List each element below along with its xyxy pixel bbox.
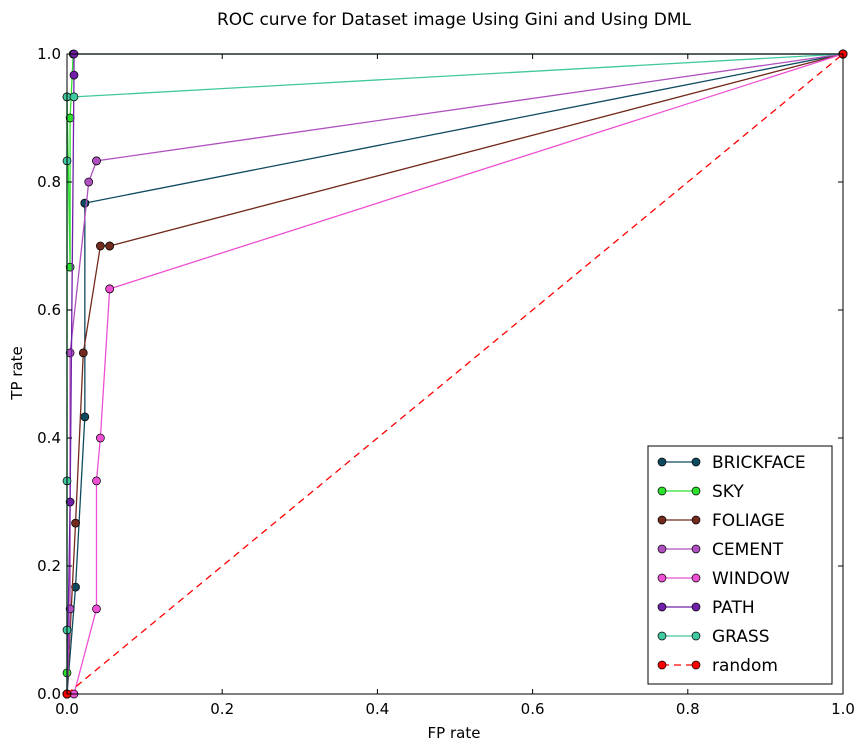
legend-label: SKY xyxy=(712,482,744,502)
legend-item-foliage: FOLIAGE xyxy=(657,511,785,531)
data-point xyxy=(80,198,90,208)
legend-item-sky: SKY xyxy=(657,482,744,502)
legend-label: BRICKFACE xyxy=(712,453,806,473)
x-axis-label: FP rate xyxy=(428,724,481,742)
legend-marker xyxy=(657,660,667,670)
data-point xyxy=(96,241,105,251)
legend-marker xyxy=(657,631,667,641)
legend-marker xyxy=(657,457,667,467)
y-tick-label: 0.2 xyxy=(37,557,61,575)
y-tick-label: 0.4 xyxy=(37,429,61,447)
legend-marker xyxy=(691,486,701,496)
y-axis-label: TP rate xyxy=(8,346,26,400)
legend-marker xyxy=(691,573,701,583)
legend-marker xyxy=(691,544,701,554)
data-point xyxy=(92,604,101,614)
x-tick-label: 0.8 xyxy=(676,700,700,718)
legend-marker xyxy=(691,602,701,612)
legend-label: PATH xyxy=(712,598,755,618)
data-point xyxy=(71,518,80,528)
y-tick-label: 1.0 xyxy=(37,45,61,63)
legend-marker xyxy=(657,573,667,583)
data-point xyxy=(65,497,75,507)
data-point xyxy=(105,284,115,294)
legend: BRICKFACE SKY FOLIAGE CEMENT WINDOW PATH GRASS… xyxy=(647,445,833,685)
legend-item-cement: CEMENT xyxy=(657,540,784,560)
series-line-foliage xyxy=(66,53,844,695)
data-point xyxy=(96,433,105,443)
legend-item-grass: GRASS xyxy=(657,627,770,647)
legend-marker xyxy=(691,660,701,670)
chart-title: ROC curve for Dataset image Using Gini a… xyxy=(217,10,692,30)
data-point xyxy=(80,412,90,422)
legend-marker xyxy=(657,544,667,554)
legend-item-window: WINDOW xyxy=(657,569,790,589)
x-tick-label: 0.6 xyxy=(521,700,545,718)
plot-frame xyxy=(66,53,844,695)
data-point xyxy=(71,582,80,592)
series-line-cement xyxy=(66,53,844,695)
data-point xyxy=(92,156,101,166)
x-tick-label: 0.2 xyxy=(210,700,234,718)
legend-label: random xyxy=(712,656,778,676)
data-point xyxy=(69,70,79,80)
x-tick-label: 0.0 xyxy=(55,700,79,718)
x-tick-label: 0.4 xyxy=(365,700,389,718)
y-tick-label: 0.0 xyxy=(37,685,61,703)
data-point xyxy=(69,92,79,102)
legend-marker xyxy=(657,602,667,612)
legend-item-path: PATH xyxy=(657,598,755,618)
legend-marker xyxy=(691,631,701,641)
y-tick-label: 0.6 xyxy=(37,301,61,319)
legend-marker xyxy=(657,486,667,496)
legend-item-brickface: BRICKFACE xyxy=(657,453,806,473)
x-tick-label: 1.0 xyxy=(831,700,855,718)
data-point xyxy=(105,241,115,251)
legend-marker xyxy=(657,515,667,525)
data-point xyxy=(92,476,101,486)
legend-label: FOLIAGE xyxy=(712,511,785,531)
legend-marker xyxy=(691,515,701,525)
y-tick-label: 0.8 xyxy=(37,173,61,191)
data-point xyxy=(84,177,94,187)
legend-label: CEMENT xyxy=(712,540,784,560)
legend-box xyxy=(647,445,833,685)
axes: 0.0 0.2 0.4 0.6 0.8 1.0 0.0 0.2 0.4 0.6 0.8 1.0 xyxy=(37,45,855,718)
legend-item-random: random xyxy=(657,656,778,676)
legend-label: WINDOW xyxy=(712,569,790,589)
legend-marker xyxy=(691,457,701,467)
legend-label: GRASS xyxy=(712,627,770,647)
data-point xyxy=(78,348,88,358)
